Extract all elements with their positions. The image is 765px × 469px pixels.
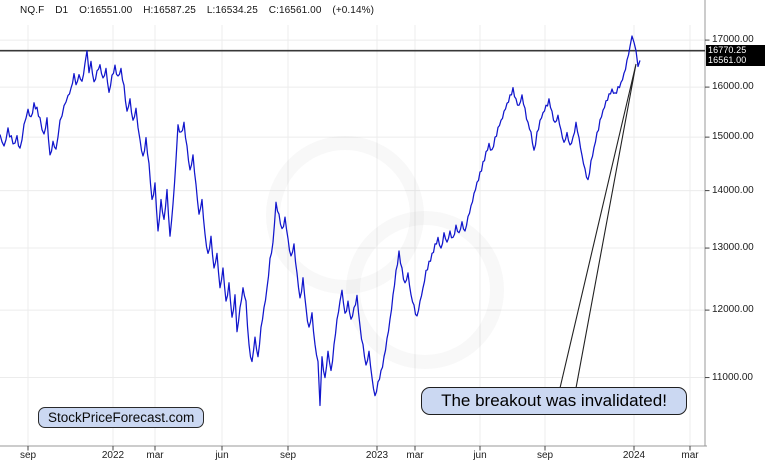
price-series[interactable]	[0, 35, 641, 407]
time-axis-label: jun	[215, 450, 229, 461]
time-axis-label: sep	[279, 450, 297, 461]
time-axis[interactable]: sep 2022 mar jun sep 2023 mar jun sep 2024 mar	[0, 446, 707, 469]
price-axis-label: 13000.00	[712, 242, 754, 254]
last-price-tag: 16561.00	[706, 55, 765, 66]
callout-pointer[interactable]	[559, 63, 637, 389]
time-axis-label: mar	[406, 450, 424, 461]
ghost-watermark	[266, 136, 424, 294]
price-axis-label: 16000.00	[712, 81, 754, 93]
time-axis-label: mar	[146, 450, 164, 461]
ohlc-open: O:16551.00	[79, 5, 133, 16]
change-percent: (+0.14%)	[332, 5, 375, 16]
ohlc-close: C:16561.00	[268, 5, 322, 16]
annotation-callout[interactable]: The breakout was invalidated!	[421, 387, 687, 415]
price-axis-label: 17000.00	[712, 34, 754, 46]
watermark-badge: StockPriceForecast.com	[38, 407, 205, 428]
timeframe-label: D1	[55, 5, 69, 16]
symbol-name: NQ.F	[20, 5, 45, 16]
level-price-tag: 16770.25	[706, 45, 765, 56]
price-axis-label: 15000.00	[712, 131, 754, 143]
price-axis-label: 14000.00	[712, 184, 754, 196]
time-axis-label: sep	[19, 450, 37, 461]
price-axis[interactable]: 17000.00 16000.00 15000.00 14000.00 13000.00…	[705, 0, 765, 446]
price-axis-label: 12000.00	[712, 304, 754, 316]
ohlc-high: H:16587.25	[143, 5, 196, 16]
price-axis-label: 11000.00	[712, 371, 753, 383]
time-axis-label: 2023	[365, 450, 389, 461]
time-axis-label: mar	[681, 450, 699, 461]
time-axis-label: 2024	[622, 450, 646, 461]
symbol-info-bar: NQ.F D1 O:16551.00 H:16587.25 L:16534.25…	[20, 5, 382, 19]
time-axis-label: sep	[536, 450, 554, 461]
time-axis-label: 2022	[101, 450, 125, 461]
time-axis-label: jun	[473, 450, 487, 461]
ghost-watermark	[346, 211, 504, 369]
ohlc-low: L:16534.25	[206, 5, 258, 16]
